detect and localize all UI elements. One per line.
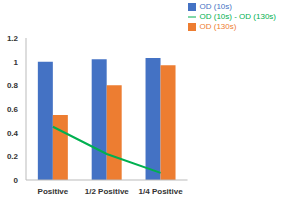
- html-text:OD (10s) - OD (130s): OD (10s) - OD (130s): [199, 12, 276, 21]
- svg-text:0: 0: [14, 176, 19, 185]
- svg-text:1/4 Positive: 1/4 Positive: [139, 187, 184, 196]
- svg-text:0.4: 0.4: [8, 129, 19, 138]
- svg-text:Positive: Positive: [38, 187, 69, 196]
- svg-text:1.2: 1.2: [8, 34, 19, 43]
- html-text:OD (10s): OD (10s): [199, 2, 232, 11]
- svg-text:1: 1: [14, 58, 19, 67]
- svg-text:0.2: 0.2: [8, 152, 19, 161]
- html-text:OD (130s): OD (130s): [199, 22, 237, 31]
- svg-text:0.8: 0.8: [8, 81, 19, 90]
- svg-text:0.6: 0.6: [8, 105, 19, 114]
- svg-text:1/2 Positive: 1/2 Positive: [85, 187, 130, 196]
